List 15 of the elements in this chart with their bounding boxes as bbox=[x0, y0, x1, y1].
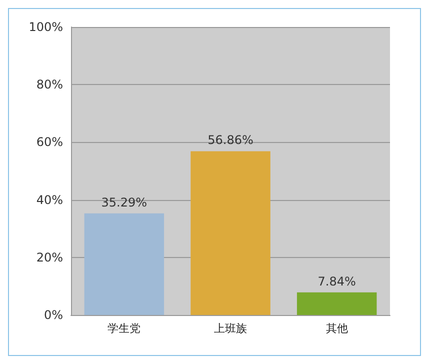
bar bbox=[84, 213, 164, 315]
y-tick-label: 0% bbox=[44, 308, 63, 322]
data-label: 7.84% bbox=[318, 274, 356, 288]
x-tick-label: 上班族 bbox=[214, 322, 247, 335]
y-tick-label: 60% bbox=[36, 135, 63, 150]
y-tick-label: 40% bbox=[36, 192, 63, 207]
data-label: 56.86% bbox=[208, 133, 254, 148]
y-tick-label: 20% bbox=[36, 250, 63, 264]
y-tick-label: 100% bbox=[28, 20, 63, 34]
x-tick-label: 其他 bbox=[326, 322, 348, 335]
data-label: 35.29% bbox=[101, 195, 148, 210]
y-tick-label: 80% bbox=[36, 78, 63, 92]
bar bbox=[296, 292, 377, 315]
x-tick-label: 学生党 bbox=[108, 322, 141, 335]
bar bbox=[190, 151, 270, 315]
